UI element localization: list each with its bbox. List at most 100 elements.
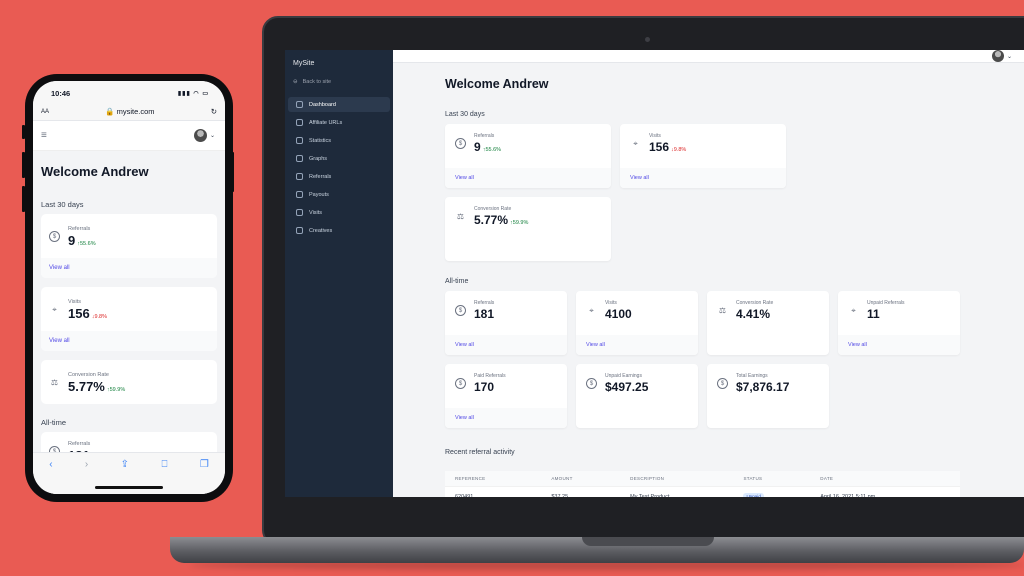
mobile-last-30-heading: Last 30 days bbox=[41, 200, 84, 209]
stat-card: ⌖ Visits 156 ↓9.8% View all bbox=[41, 287, 217, 351]
cursor-click-icon: ⌖ bbox=[851, 305, 856, 315]
stat-value-row: 5.77% ↑59.9% bbox=[68, 379, 125, 394]
stat-value: 4.41% bbox=[736, 307, 771, 321]
back-to-site-link[interactable]: ⊖ Back to site bbox=[285, 79, 393, 97]
sidebar-item-graphs[interactable]: Graphs bbox=[288, 151, 390, 166]
mobile-page-title: Welcome Andrew bbox=[41, 164, 149, 179]
stat-card: $ Total Earnings $7,876.17 bbox=[707, 364, 829, 428]
stat-value: $497.25 bbox=[605, 380, 649, 394]
view-all-link[interactable]: View all bbox=[41, 258, 217, 278]
stat-value: 9 bbox=[68, 233, 76, 248]
status-time: 10:46 bbox=[51, 88, 71, 98]
stat-card: $ Paid Referrals 170 View all bbox=[445, 364, 567, 428]
trend-up-indicator: ↑55.6% bbox=[483, 147, 501, 153]
topbar: ⌄ bbox=[393, 50, 1024, 63]
reload-icon[interactable]: ↻ bbox=[210, 107, 217, 116]
chevron-down-icon[interactable]: ⌄ bbox=[209, 133, 215, 139]
share-icon[interactable]: ⇪ bbox=[120, 459, 130, 470]
arrow-left-icon: ⊖ bbox=[293, 79, 298, 85]
brand-name: MySite bbox=[293, 60, 315, 67]
view-all-link[interactable]: View all bbox=[445, 168, 611, 188]
stat-label: Referrals bbox=[68, 441, 91, 447]
laptop-camera bbox=[645, 37, 650, 42]
stat-value: 170 bbox=[474, 380, 495, 394]
view-all-link[interactable]: View all bbox=[41, 331, 217, 351]
sidebar-item-visits[interactable]: Visits bbox=[288, 205, 390, 220]
stat-label: Unpaid Referrals bbox=[867, 300, 905, 306]
stat-card-body: ⚖ Conversion Rate 5.77% ↑59.9% bbox=[41, 360, 217, 404]
stat-value: 11 bbox=[867, 307, 880, 321]
view-all-link[interactable]: View all bbox=[838, 335, 960, 355]
arrow-up-icon: ↑ bbox=[106, 387, 110, 393]
table-cell: $37.25 bbox=[541, 485, 621, 497]
stat-value-row: 4.41% bbox=[736, 307, 773, 321]
sidebar-item-payouts[interactable]: Payouts bbox=[288, 187, 390, 202]
stat-value-row: 170 bbox=[474, 380, 506, 394]
stat-label: Referrals bbox=[474, 300, 495, 306]
text-size-button[interactable]: AA bbox=[41, 108, 50, 115]
phone-screen: 10:46 ▮▮▮ ◠ ▭ AA 🔒 mysite.com ↻ ≡ ⌄ Welc… bbox=[33, 81, 225, 494]
mobile-all-time-heading: All-time bbox=[41, 418, 67, 427]
stat-value: 5.77% bbox=[68, 379, 105, 394]
sidebar-item-dashboard[interactable]: Dashboard bbox=[288, 97, 390, 112]
stat-card: $ Referrals 9 ↑55.6% View all bbox=[445, 124, 611, 188]
back-to-site-label: Back to site bbox=[302, 79, 332, 85]
dollar-icon: $ bbox=[455, 138, 466, 149]
chevron-down-icon[interactable]: ⌄ bbox=[1006, 53, 1012, 60]
table-header-cell: DESCRIPTION bbox=[620, 471, 734, 486]
view-all-link[interactable]: View all bbox=[445, 408, 567, 428]
forward-icon[interactable]: › bbox=[84, 459, 89, 470]
scale-icon: ⚖ bbox=[456, 212, 465, 221]
view-all-link[interactable]: View all bbox=[576, 335, 698, 355]
stat-card: ⚖ Conversion Rate 4.41% bbox=[707, 291, 829, 355]
cursor-click-icon: ⌖ bbox=[589, 305, 594, 315]
mobile-avatar[interactable] bbox=[193, 129, 207, 142]
trend-down-indicator: ↓9.8% bbox=[671, 147, 686, 153]
mobile-user-menu[interactable]: ⌄ bbox=[193, 129, 215, 142]
stat-text: Visits 156 ↓9.8% bbox=[68, 299, 107, 331]
cash-icon bbox=[296, 191, 303, 198]
user-avatar[interactable] bbox=[991, 50, 1004, 62]
phone-volume-up bbox=[22, 152, 25, 178]
stat-value-row: 11 bbox=[867, 307, 905, 321]
back-icon[interactable]: ‹ bbox=[49, 459, 53, 470]
stat-text: Paid Referrals 170 bbox=[474, 373, 506, 408]
view-all-link[interactable]: View all bbox=[445, 335, 567, 355]
view-all-link[interactable]: View all bbox=[620, 168, 786, 188]
stat-value-row: 4100 bbox=[605, 307, 632, 321]
status-bar: 10:46 ▮▮▮ ◠ ▭ bbox=[33, 81, 225, 103]
table-row[interactable]: 620491 $37.25 My Test Product Unpaid April 1… bbox=[445, 485, 960, 497]
stat-card-body: ⌖ Visits 156 ↓9.8% bbox=[41, 287, 217, 331]
sidebar-item-referrals[interactable]: Referrals bbox=[288, 169, 390, 184]
sidebar-item-creatives[interactable]: Creatives bbox=[288, 223, 390, 238]
cursor-click-icon: ⌖ bbox=[52, 304, 57, 314]
stat-value-row: 9 ↑55.6% bbox=[68, 233, 96, 248]
sidebar-item-affiliate-urls[interactable]: Affiliate URLs bbox=[288, 115, 390, 130]
stat-value-row: 156 ↓9.8% bbox=[68, 306, 107, 321]
stat-card: ⌖ Visits 156 ↓9.8% View all bbox=[620, 124, 786, 188]
sidebar-item-label: Graphs bbox=[309, 155, 328, 162]
hamburger-menu-icon[interactable]: ≡ bbox=[41, 130, 47, 141]
signal-wifi-battery-icon: ▮▮▮ ◠ ▭ bbox=[177, 90, 209, 97]
arrow-up-icon: ↑ bbox=[482, 147, 486, 153]
sidebar-nav: Dashboard Affiliate URLs Statistics Graphs R… bbox=[285, 97, 393, 238]
stat-card-body: $ Referrals 9 ↑55.6% bbox=[41, 214, 217, 258]
stat-text: Conversion Rate 4.41% bbox=[736, 300, 773, 335]
home-icon bbox=[296, 101, 303, 108]
tabs-icon[interactable]: ❐ bbox=[199, 459, 209, 470]
stat-card-body: ⌖ Unpaid Referrals 11 bbox=[838, 291, 960, 335]
sidebar-item-statistics[interactable]: Statistics bbox=[288, 133, 390, 148]
link-icon bbox=[296, 119, 303, 126]
trend-up-indicator: ↑59.9% bbox=[107, 387, 125, 393]
stat-value: 156 bbox=[649, 140, 670, 154]
table-header-cell: DATE bbox=[810, 471, 960, 486]
bookmarks-icon[interactable]: ⎕ bbox=[161, 459, 168, 470]
stat-card-body: ⚖ Conversion Rate 4.41% bbox=[707, 291, 829, 335]
sidebar-item-label: Statistics bbox=[309, 137, 332, 144]
arrow-down-icon: ↓ bbox=[91, 314, 95, 320]
url-text[interactable]: 🔒 mysite.com bbox=[105, 107, 155, 116]
address-bar[interactable]: AA 🔒 mysite.com ↻ bbox=[33, 103, 225, 121]
status-badge: Unpaid bbox=[743, 493, 764, 497]
laptop-screen: MySite ⊖ Back to site Dashboard Affiliate… bbox=[285, 50, 1024, 497]
stat-value-row: 9 ↑55.6% bbox=[474, 140, 501, 154]
